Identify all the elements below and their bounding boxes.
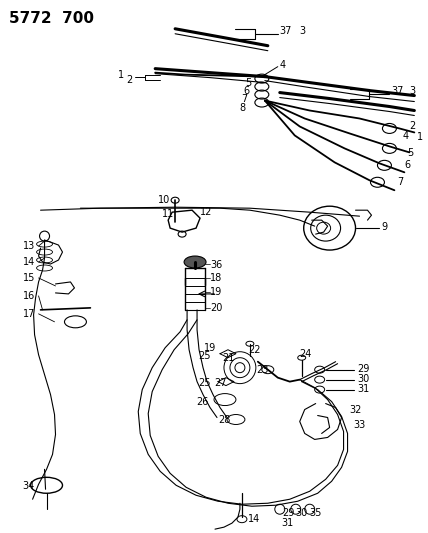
Text: 33: 33 (354, 421, 366, 431)
Text: 3: 3 (300, 26, 306, 36)
Text: 1: 1 (417, 132, 423, 142)
Text: 4: 4 (280, 60, 286, 70)
Text: 24: 24 (300, 349, 312, 359)
Text: 2: 2 (126, 75, 133, 85)
Text: 6: 6 (404, 160, 410, 171)
Text: 5: 5 (245, 78, 251, 87)
Text: 35: 35 (310, 508, 322, 518)
Text: 8: 8 (239, 102, 245, 112)
Text: 19: 19 (204, 343, 216, 353)
Text: 4: 4 (402, 132, 408, 141)
Text: 21: 21 (222, 353, 235, 362)
Text: 16: 16 (23, 291, 35, 301)
Text: 5: 5 (407, 148, 413, 158)
Text: 7: 7 (241, 94, 247, 103)
Text: 31: 31 (282, 518, 294, 528)
Text: 10: 10 (158, 195, 170, 205)
Text: 2: 2 (409, 122, 416, 132)
Text: 13: 13 (23, 241, 35, 251)
Text: 29: 29 (357, 364, 370, 374)
Text: 32: 32 (350, 405, 362, 415)
Text: 15: 15 (23, 273, 35, 283)
Text: 14: 14 (248, 514, 260, 524)
Text: 23: 23 (256, 365, 268, 375)
Text: 6: 6 (243, 86, 249, 95)
Text: 37: 37 (392, 86, 404, 95)
Text: 29: 29 (282, 508, 294, 518)
Text: 22: 22 (248, 345, 260, 355)
Text: 28: 28 (218, 415, 230, 424)
Text: 26: 26 (196, 397, 208, 407)
Text: 30: 30 (357, 374, 370, 384)
Text: 27: 27 (214, 377, 226, 387)
Text: 34: 34 (23, 481, 35, 491)
Text: 20: 20 (210, 303, 223, 313)
Text: 11: 11 (162, 209, 175, 219)
Text: 19: 19 (210, 287, 222, 297)
Text: 17: 17 (23, 309, 35, 319)
Text: 7: 7 (398, 177, 404, 187)
Text: 1: 1 (118, 70, 125, 79)
Text: 12: 12 (200, 207, 212, 217)
Text: 25: 25 (198, 377, 211, 387)
Ellipse shape (184, 256, 206, 268)
Text: 37: 37 (280, 26, 292, 36)
Text: 36: 36 (210, 260, 222, 270)
Text: 25: 25 (198, 351, 211, 361)
Text: 3: 3 (409, 86, 416, 95)
Text: 31: 31 (357, 384, 370, 393)
Text: 5772  700: 5772 700 (9, 11, 94, 26)
Text: 9: 9 (381, 222, 388, 232)
Text: 30: 30 (296, 508, 308, 518)
Text: 18: 18 (210, 273, 222, 283)
Text: 14: 14 (23, 257, 35, 267)
